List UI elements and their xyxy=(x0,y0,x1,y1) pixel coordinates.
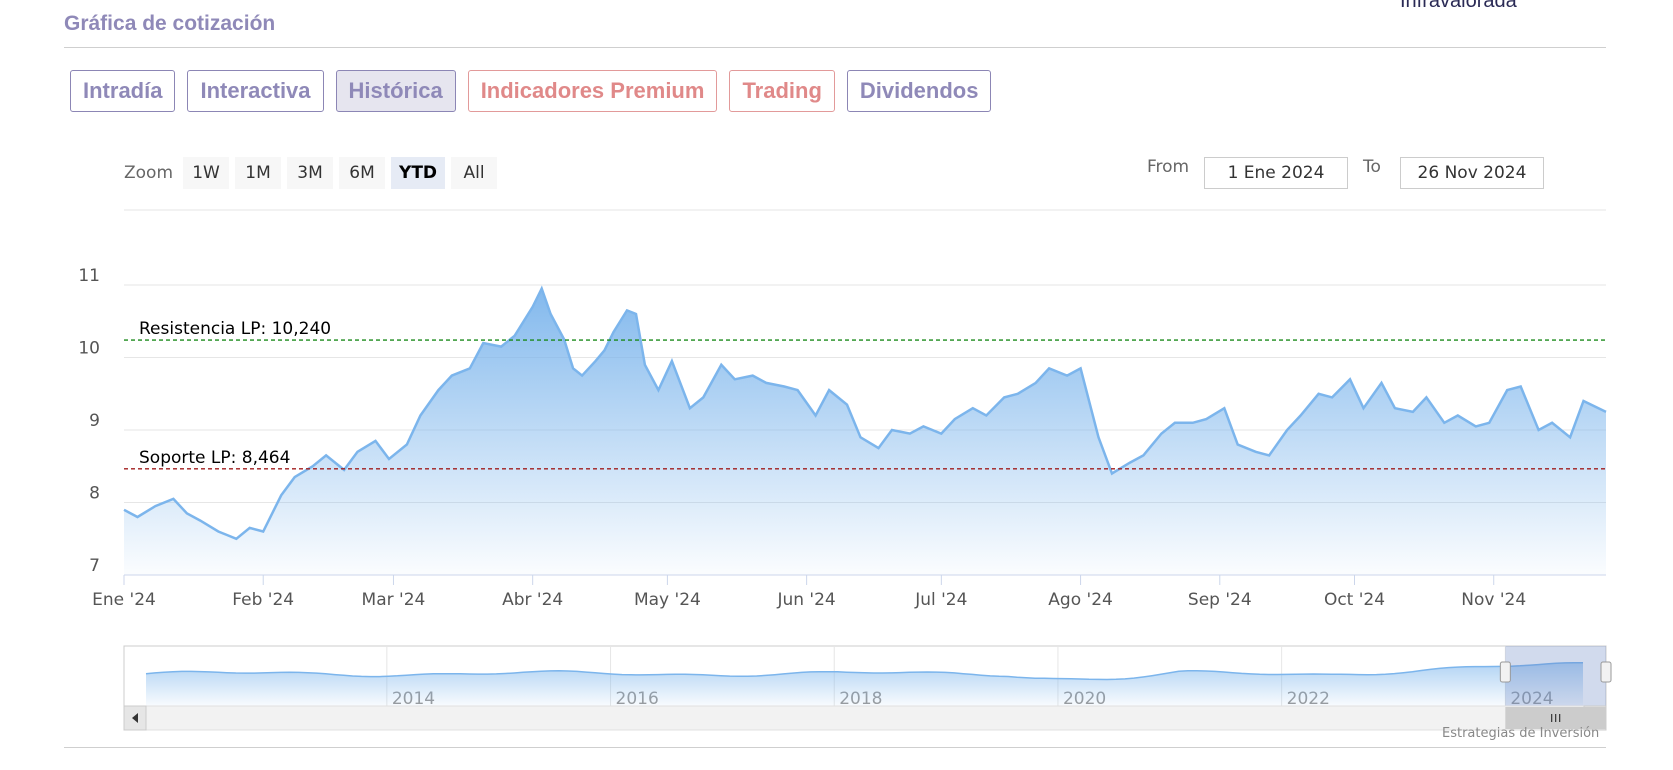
divider-bottom xyxy=(64,747,1606,748)
zoom-all-button[interactable]: All xyxy=(451,157,498,189)
from-label: From xyxy=(1147,157,1190,177)
price-line xyxy=(123,285,1607,541)
x-tick-label: Ene '24 xyxy=(92,590,156,610)
navigator-left-handle[interactable] xyxy=(1499,661,1511,683)
resistance-label: Resistencia LP: 10,240 xyxy=(139,319,331,339)
status-label-cut: Infravalorada xyxy=(1400,0,1517,12)
y-tick-label: 8 xyxy=(89,484,100,504)
zoom-selector: Zoom 1W 1M 3M 6M YTD All xyxy=(124,157,498,189)
zoom-6m-button[interactable]: 6M xyxy=(339,157,386,189)
x-tick-label: Feb '24 xyxy=(232,590,294,610)
y-tick-label: 10 xyxy=(78,339,100,359)
navigator-right-handle[interactable] xyxy=(1600,661,1612,683)
scroll-left-arrow-icon xyxy=(132,713,138,723)
x-tick-label: May '24 xyxy=(634,590,701,610)
x-tick-label: Nov '24 xyxy=(1461,590,1526,610)
tab-trading[interactable]: Trading xyxy=(729,70,835,112)
x-tick-label: Abr '24 xyxy=(502,590,563,610)
y-tick-label: 11 xyxy=(78,266,100,286)
x-tick-label: Ago '24 xyxy=(1048,590,1113,610)
to-label: To xyxy=(1363,157,1381,177)
tab-intradia[interactable]: Intradía xyxy=(70,70,176,112)
tab-historica[interactable]: Histórica xyxy=(335,70,456,112)
x-tick-label: Mar '24 xyxy=(362,590,426,610)
from-date-input[interactable]: 1 Ene 2024 xyxy=(1204,157,1348,189)
x-tick-label: Jun '24 xyxy=(776,590,835,610)
zoom-ytd-button[interactable]: YTD xyxy=(391,157,446,189)
scrollbar-track[interactable] xyxy=(123,705,1607,731)
divider-top xyxy=(64,47,1606,48)
y-tick-label: 9 xyxy=(89,411,100,431)
tab-indicadores-premium[interactable]: Indicadores Premium xyxy=(467,70,718,112)
chart-credit: Estrategias de Inversión xyxy=(1442,726,1600,741)
y-tick-label: 7 xyxy=(89,556,100,576)
x-tick-label: Jul '24 xyxy=(914,590,967,610)
zoom-3m-button[interactable]: 3M xyxy=(287,157,334,189)
to-date-input[interactable]: 26 Nov 2024 xyxy=(1400,157,1544,189)
zoom-1m-button[interactable]: 1M xyxy=(235,157,282,189)
navigator-line xyxy=(145,661,1583,681)
tab-dividendos[interactable]: Dividendos xyxy=(846,70,992,112)
section-title: Gráfica de cotización xyxy=(64,12,276,35)
zoom-1w-button[interactable]: 1W xyxy=(183,157,230,189)
price-area xyxy=(124,288,1606,575)
x-tick-label: Oct '24 xyxy=(1324,590,1385,610)
tab-interactiva[interactable]: Interactiva xyxy=(187,70,324,112)
x-tick-label: Sep '24 xyxy=(1188,590,1252,610)
chart-tabs: Intradía Interactiva Histórica Indicador… xyxy=(70,70,992,112)
support-label: Soporte LP: 8,464 xyxy=(139,448,290,468)
zoom-label: Zoom xyxy=(124,163,174,183)
